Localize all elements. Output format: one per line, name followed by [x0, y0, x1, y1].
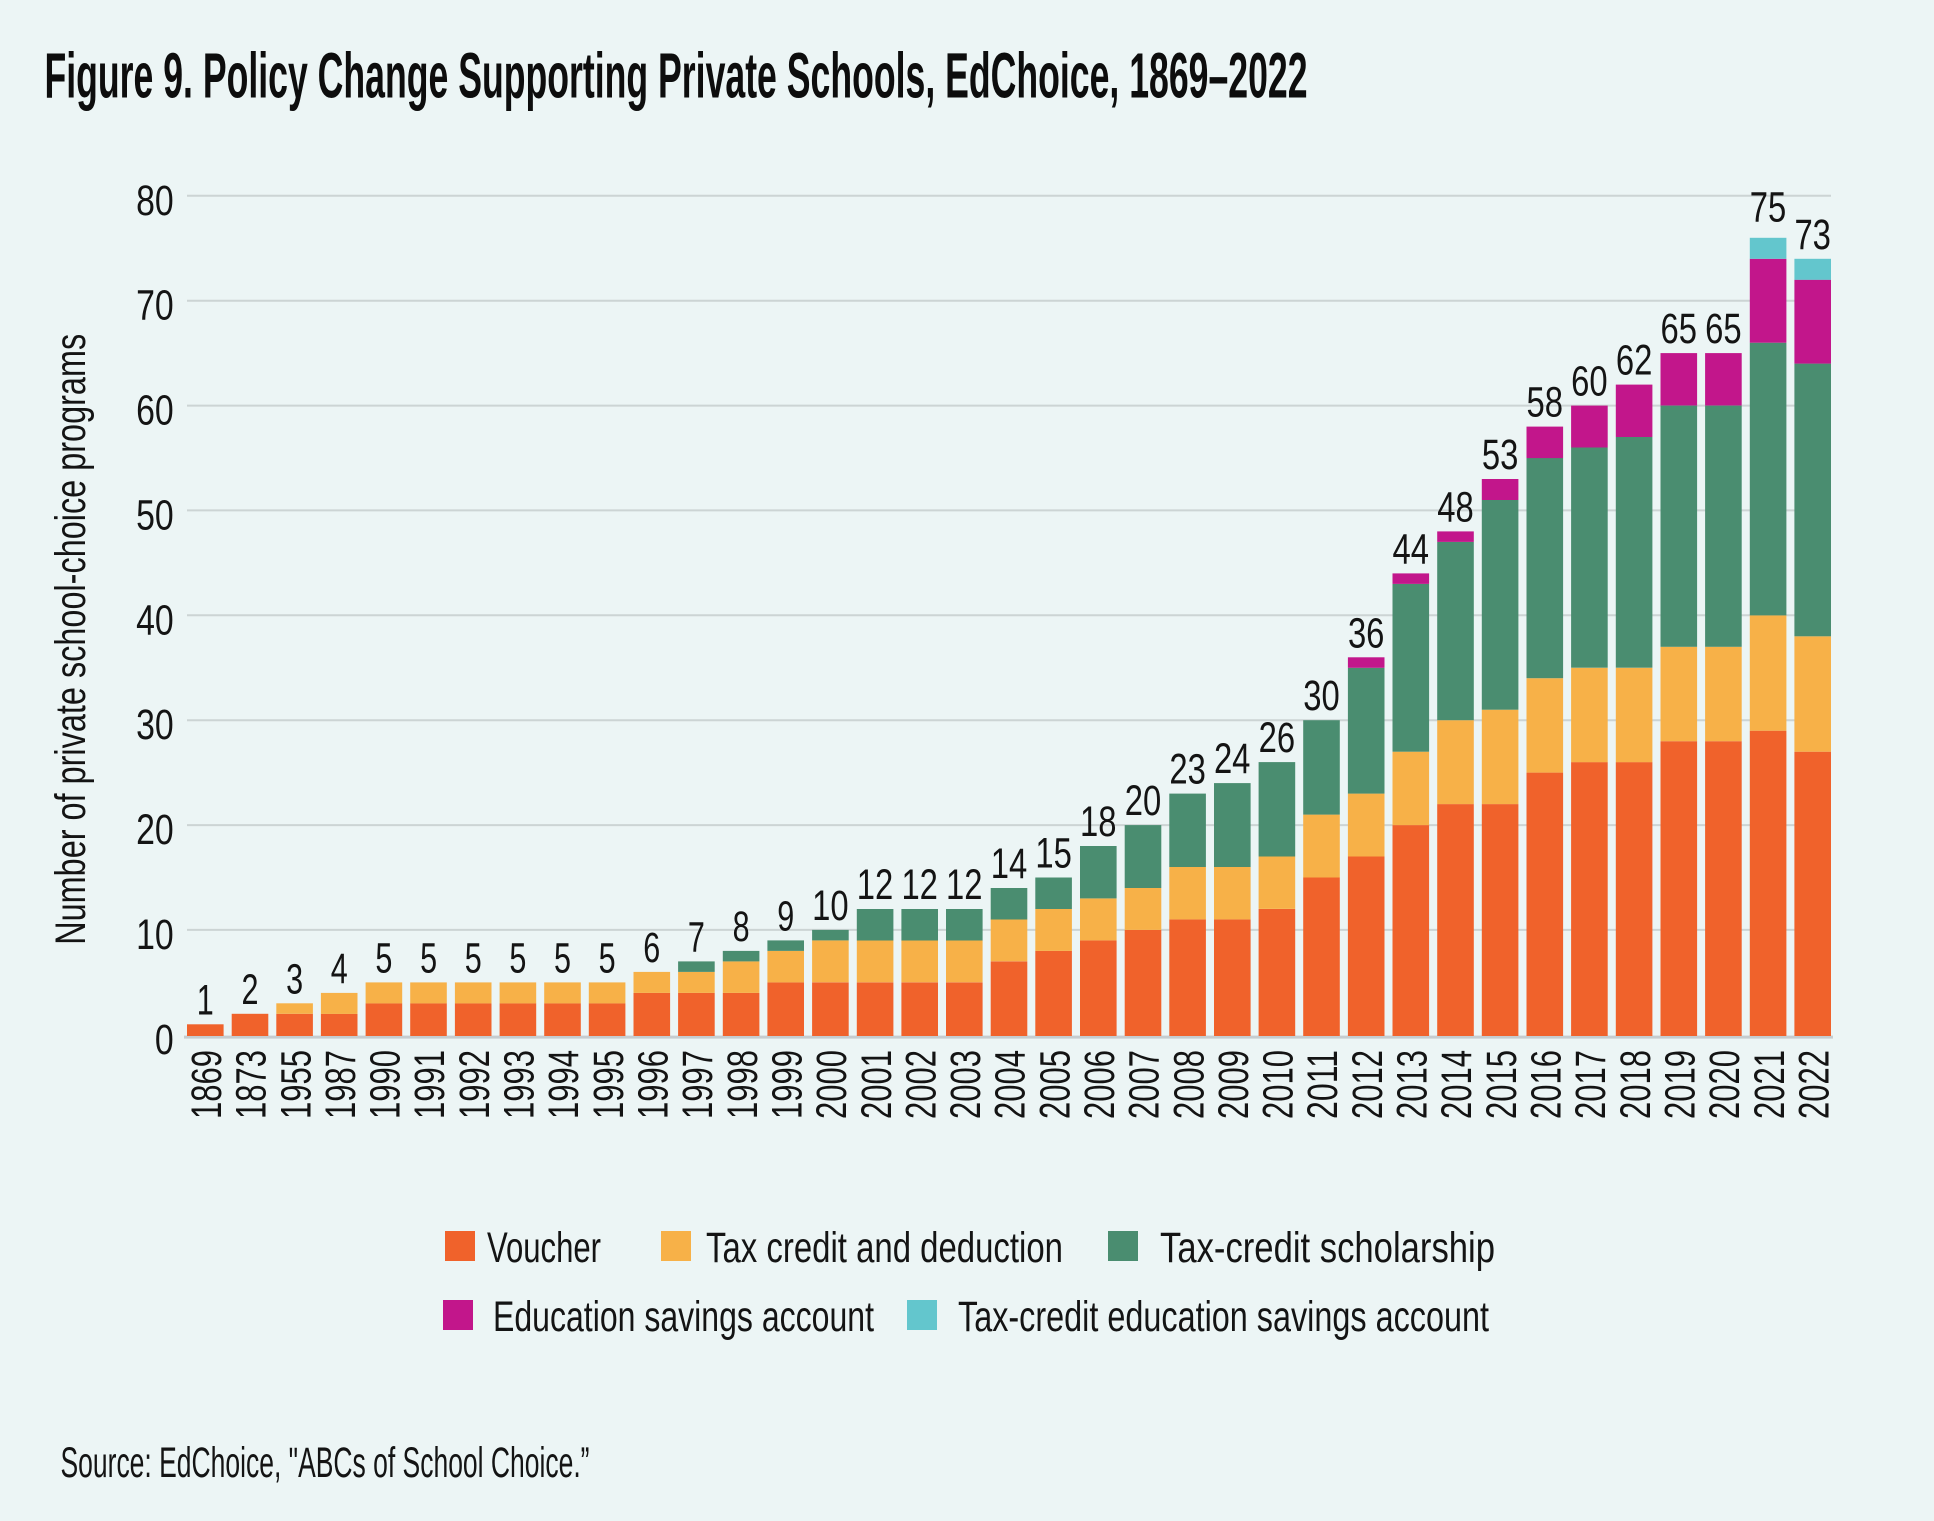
svg-text:10: 10 — [812, 882, 849, 930]
svg-text:0: 0 — [155, 1016, 174, 1064]
svg-text:30: 30 — [1303, 672, 1340, 720]
svg-text:1869: 1869 — [183, 1050, 231, 1119]
svg-text:65: 65 — [1705, 305, 1742, 353]
svg-text:Tax-credit scholarship: Tax-credit scholarship — [1160, 1224, 1495, 1272]
svg-text:62: 62 — [1616, 337, 1653, 385]
svg-text:2012: 2012 — [1344, 1050, 1392, 1119]
svg-text:6: 6 — [643, 924, 660, 972]
svg-text:80: 80 — [136, 177, 174, 225]
svg-text:Voucher: Voucher — [487, 1224, 601, 1272]
svg-text:73: 73 — [1794, 211, 1831, 259]
svg-text:2011: 2011 — [1299, 1050, 1347, 1119]
svg-text:2001: 2001 — [853, 1050, 901, 1119]
svg-text:1873: 1873 — [228, 1050, 276, 1119]
svg-text:53: 53 — [1482, 431, 1519, 479]
svg-text:1995: 1995 — [585, 1050, 633, 1119]
svg-text:2008: 2008 — [1165, 1050, 1213, 1119]
svg-text:5: 5 — [465, 934, 482, 982]
svg-text:2005: 2005 — [1031, 1050, 1079, 1119]
svg-text:1994: 1994 — [540, 1050, 588, 1119]
svg-text:Figure 9. Policy Change Suppor: Figure 9. Policy Change Supporting Priva… — [45, 40, 1308, 112]
svg-text:1999: 1999 — [763, 1050, 811, 1119]
svg-text:10: 10 — [136, 911, 174, 959]
svg-text:2007: 2007 — [1121, 1050, 1169, 1119]
svg-text:12: 12 — [901, 861, 938, 909]
svg-text:Tax-credit education savings a: Tax-credit education savings account — [958, 1293, 1489, 1341]
svg-text:2014: 2014 — [1433, 1050, 1481, 1119]
svg-text:2017: 2017 — [1567, 1050, 1615, 1119]
svg-text:60: 60 — [136, 387, 174, 435]
svg-text:12: 12 — [946, 861, 983, 909]
svg-text:2015: 2015 — [1478, 1050, 1526, 1119]
svg-text:75: 75 — [1750, 184, 1787, 232]
svg-text:Source: EdChoice, "ABCs of Sch: Source: EdChoice, "ABCs of School Choice… — [61, 1439, 590, 1487]
svg-text:2004: 2004 — [987, 1050, 1035, 1119]
svg-text:1987: 1987 — [317, 1050, 365, 1119]
svg-text:1998: 1998 — [719, 1050, 767, 1119]
svg-text:5: 5 — [509, 934, 526, 982]
svg-text:2019: 2019 — [1657, 1050, 1705, 1119]
svg-text:1990: 1990 — [362, 1050, 410, 1119]
svg-text:40: 40 — [136, 596, 174, 644]
svg-text:2000: 2000 — [808, 1050, 856, 1119]
svg-text:2022: 2022 — [1790, 1050, 1838, 1119]
svg-text:9: 9 — [777, 892, 794, 940]
svg-text:60: 60 — [1571, 358, 1608, 406]
svg-text:70: 70 — [136, 282, 174, 330]
svg-text:3: 3 — [286, 955, 303, 1003]
svg-text:65: 65 — [1661, 305, 1698, 353]
svg-text:20: 20 — [136, 806, 174, 854]
svg-text:Number of private school-choic: Number of private school-choice programs — [47, 334, 95, 945]
svg-text:1955: 1955 — [272, 1050, 320, 1119]
svg-text:48: 48 — [1437, 483, 1474, 531]
svg-text:2009: 2009 — [1210, 1050, 1258, 1119]
svg-text:1996: 1996 — [630, 1050, 678, 1119]
svg-text:26: 26 — [1259, 714, 1296, 762]
svg-text:50: 50 — [136, 491, 174, 539]
svg-text:1991: 1991 — [406, 1050, 454, 1119]
svg-text:2018: 2018 — [1612, 1050, 1660, 1119]
svg-text:44: 44 — [1393, 525, 1430, 573]
svg-text:2016: 2016 — [1523, 1050, 1571, 1119]
svg-text:18: 18 — [1080, 798, 1117, 846]
svg-text:14: 14 — [991, 840, 1028, 888]
svg-text:5: 5 — [554, 934, 571, 982]
svg-text:1: 1 — [197, 976, 214, 1024]
svg-text:30: 30 — [136, 701, 174, 749]
svg-text:2013: 2013 — [1389, 1050, 1437, 1119]
svg-text:12: 12 — [857, 861, 894, 909]
svg-text:Tax credit and deduction: Tax credit and deduction — [706, 1224, 1063, 1272]
svg-text:2020: 2020 — [1701, 1050, 1749, 1119]
svg-text:8: 8 — [733, 903, 750, 951]
svg-text:2006: 2006 — [1076, 1050, 1124, 1119]
svg-text:24: 24 — [1214, 735, 1251, 783]
svg-text:4: 4 — [331, 945, 348, 993]
svg-text:23: 23 — [1169, 746, 1206, 794]
svg-text:36: 36 — [1348, 609, 1385, 657]
svg-text:15: 15 — [1035, 830, 1072, 878]
svg-text:2003: 2003 — [942, 1050, 990, 1119]
svg-text:1993: 1993 — [496, 1050, 544, 1119]
svg-text:1992: 1992 — [451, 1050, 499, 1119]
svg-text:2002: 2002 — [897, 1050, 945, 1119]
svg-text:7: 7 — [688, 913, 705, 961]
svg-text:Education savings account: Education savings account — [493, 1293, 874, 1341]
svg-text:5: 5 — [599, 934, 616, 982]
svg-text:58: 58 — [1527, 379, 1564, 427]
svg-text:5: 5 — [375, 934, 392, 982]
svg-text:20: 20 — [1125, 777, 1162, 825]
svg-text:5: 5 — [420, 934, 437, 982]
svg-text:2: 2 — [242, 966, 259, 1014]
svg-text:1997: 1997 — [674, 1050, 722, 1119]
svg-text:2021: 2021 — [1746, 1050, 1794, 1119]
svg-text:2010: 2010 — [1255, 1050, 1303, 1119]
